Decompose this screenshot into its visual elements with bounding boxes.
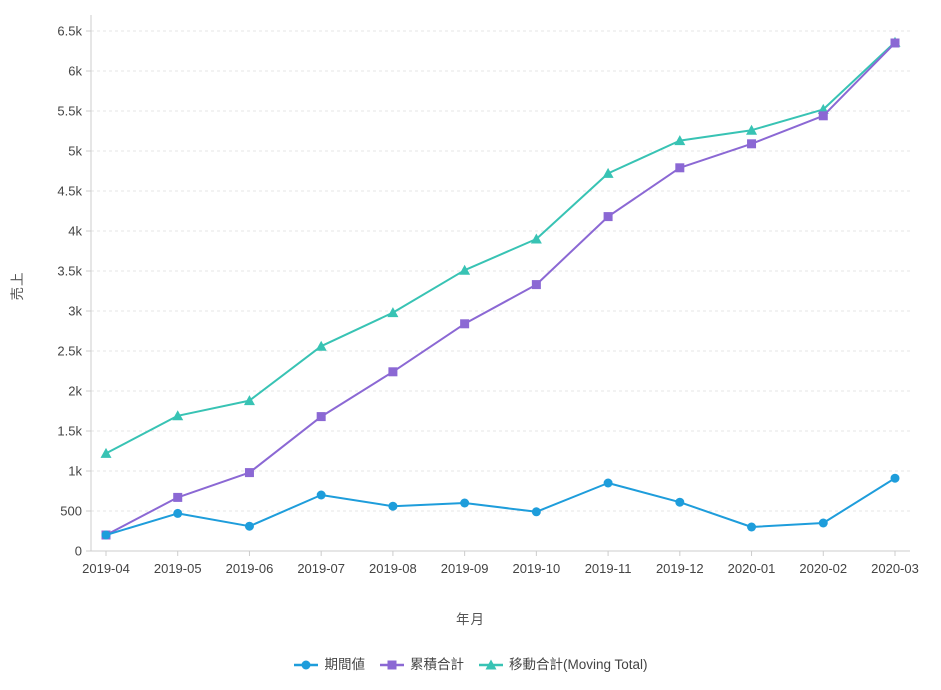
- data-point-triangle[interactable]: [172, 410, 184, 421]
- x-tick-label: 2019-05: [154, 561, 202, 576]
- y-tick-label: 3k: [68, 304, 82, 319]
- y-tick-label: 5.5k: [57, 104, 82, 119]
- legend-label: 累積合計: [409, 657, 464, 672]
- data-point-square[interactable]: [603, 212, 613, 222]
- sales-line-chart: 0 500 1k 1.5k 2k 2.5k 3k 3.5k 4k 4.5k 5k 5.5k 6k 6.5k…: [57, 15, 919, 577]
- data-point-triangle[interactable]: [243, 395, 255, 406]
- data-point-circle[interactable]: [747, 522, 757, 532]
- legend-item-1[interactable]: 期間値: [293, 656, 365, 674]
- x-axis-title: 年月: [456, 612, 485, 627]
- data-point-circle[interactable]: [675, 497, 685, 507]
- y-tick-label: 500: [60, 504, 82, 519]
- y-tick-label: 4k: [68, 224, 82, 239]
- legend-item-2[interactable]: 累積合計: [379, 656, 464, 674]
- y-tick-label: 2.5k: [57, 344, 82, 359]
- legend-circle-icon: [294, 660, 319, 670]
- series-移動合計(Moving Total): [100, 36, 901, 458]
- data-point-square[interactable]: [460, 319, 470, 329]
- x-tick-label: 2020-03: [871, 561, 919, 576]
- data-point-circle[interactable]: [173, 508, 183, 518]
- data-point-triangle[interactable]: [100, 447, 112, 458]
- data-point-circle[interactable]: [316, 490, 326, 500]
- x-tick-label: 2019-12: [656, 561, 704, 576]
- data-point-square[interactable]: [890, 38, 900, 48]
- data-point-circle[interactable]: [101, 530, 111, 540]
- legend-triangle-icon: [478, 659, 503, 670]
- legend-item-3[interactable]: 移動合計(Moving Total): [478, 656, 648, 674]
- data-point-triangle[interactable]: [602, 167, 614, 178]
- x-tick-label: 2019-06: [226, 561, 274, 576]
- data-point-square[interactable]: [316, 412, 326, 422]
- series-line: [105, 41, 896, 455]
- data-point-square[interactable]: [388, 367, 398, 377]
- x-tick-label: 2020-01: [728, 561, 776, 576]
- data-point-circle[interactable]: [244, 521, 254, 531]
- series-line: [105, 42, 896, 536]
- plot-canvas: 0 500 1k 1.5k 2k 2.5k 3k 3.5k 4k 4.5k 5k 5.5k 6k 6.5k…: [57, 15, 919, 577]
- data-point-triangle[interactable]: [315, 340, 327, 351]
- y-tick-label: 0: [75, 544, 82, 559]
- y-tick-label: 6.5k: [57, 24, 82, 39]
- y-tick-label: 5k: [68, 144, 82, 159]
- series-line: [105, 477, 896, 536]
- y-tick-label: 2k: [68, 384, 82, 399]
- data-point-circle[interactable]: [388, 501, 398, 511]
- data-point-square[interactable]: [818, 111, 828, 121]
- y-tick-label: 3.5k: [57, 264, 82, 279]
- chart-legend: 期間値 累積合計 移動合計(Moving Total): [0, 656, 941, 674]
- y-tick-label: 4.5k: [57, 184, 82, 199]
- gridlines: [91, 30, 910, 512]
- axis-ticks: [86, 30, 896, 556]
- data-point-circle[interactable]: [890, 473, 900, 483]
- data-point-circle[interactable]: [603, 478, 613, 488]
- data-point-triangle[interactable]: [530, 233, 542, 244]
- data-point-triangle[interactable]: [674, 135, 686, 146]
- data-point-triangle[interactable]: [485, 659, 497, 670]
- y-tick-label: 6k: [68, 64, 82, 79]
- legend-label: 期間値: [324, 657, 365, 672]
- y-axis-title: 売上: [10, 271, 25, 301]
- x-tick-label: 2019-07: [297, 561, 345, 576]
- data-point-circle[interactable]: [301, 660, 311, 670]
- legend-label: 移動合計(Moving Total): [508, 657, 648, 672]
- data-point-circle[interactable]: [531, 507, 541, 517]
- x-tick-label: 2019-10: [513, 561, 561, 576]
- x-tick-label: 2020-02: [799, 561, 847, 576]
- axis-tick-labels: 0 500 1k 1.5k 2k 2.5k 3k 3.5k 4k 4.5k 5k 5.5k 6k 6.5k…: [57, 24, 918, 577]
- data-point-triangle[interactable]: [459, 264, 471, 275]
- data-point-circle[interactable]: [460, 498, 470, 508]
- x-tick-label: 2019-11: [585, 561, 632, 576]
- data-point-square[interactable]: [244, 468, 254, 478]
- data-point-square[interactable]: [173, 492, 183, 502]
- y-tick-label: 1k: [68, 464, 82, 479]
- legend-square-icon: [379, 660, 404, 670]
- data-point-square[interactable]: [387, 660, 397, 670]
- data-point-triangle[interactable]: [746, 124, 758, 135]
- x-tick-label: 2019-08: [369, 561, 417, 576]
- y-tick-label: 1.5k: [57, 424, 82, 439]
- data-point-square[interactable]: [531, 280, 541, 290]
- data-point-circle[interactable]: [818, 518, 828, 528]
- series-期間値: [101, 473, 900, 540]
- x-tick-label: 2019-04: [82, 561, 130, 576]
- series-累積合計: [101, 38, 900, 540]
- x-tick-label: 2019-09: [441, 561, 489, 576]
- data-point-triangle[interactable]: [387, 307, 399, 318]
- data-point-square[interactable]: [675, 163, 685, 173]
- data-point-square[interactable]: [747, 139, 757, 149]
